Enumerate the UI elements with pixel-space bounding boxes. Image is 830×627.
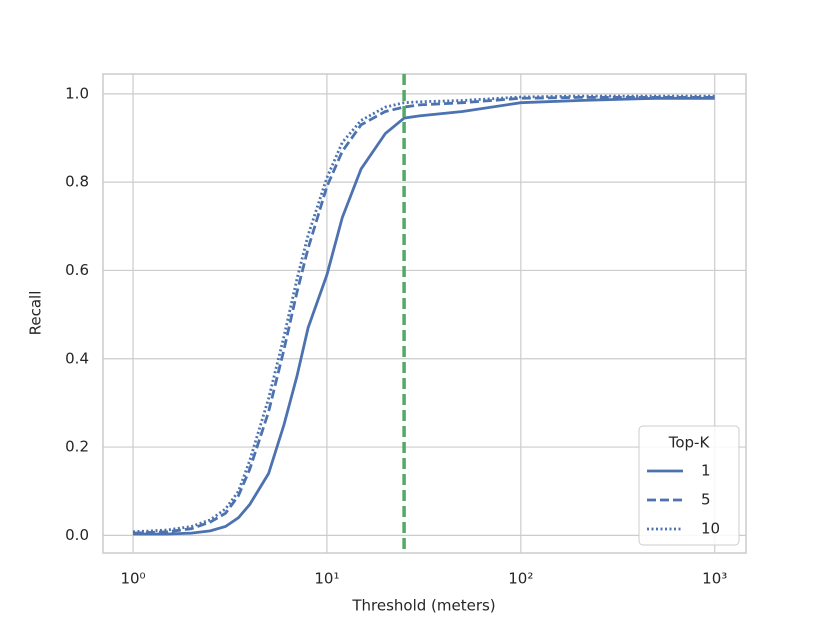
x-tick-label: 10³ bbox=[702, 570, 727, 588]
series-line bbox=[132, 96, 715, 535]
y-axis-label: Recall bbox=[27, 291, 45, 336]
y-tick-label: 0.2 bbox=[65, 438, 89, 456]
x-axis-label: Threshold (meters) bbox=[351, 597, 495, 615]
y-tick-label: 0.0 bbox=[65, 526, 89, 544]
y-tick-label: 0.8 bbox=[65, 173, 89, 191]
y-tick-label: 0.4 bbox=[65, 349, 89, 367]
legend-title: Top-K bbox=[668, 434, 711, 452]
legend-label: 5 bbox=[701, 491, 711, 509]
plot-frame bbox=[102, 73, 747, 554]
y-tick-label: 0.6 bbox=[65, 261, 89, 279]
legend-label: 10 bbox=[701, 520, 720, 538]
series-line bbox=[133, 96, 715, 536]
series-line bbox=[132, 94, 715, 534]
x-tick-label: 10⁰ bbox=[120, 570, 145, 588]
legend-label: 1 bbox=[701, 462, 711, 480]
y-tick-label: 1.0 bbox=[65, 84, 89, 102]
x-tick-label: 10² bbox=[508, 570, 533, 588]
x-tick-label: 10¹ bbox=[314, 570, 339, 588]
legend-box bbox=[638, 425, 740, 546]
